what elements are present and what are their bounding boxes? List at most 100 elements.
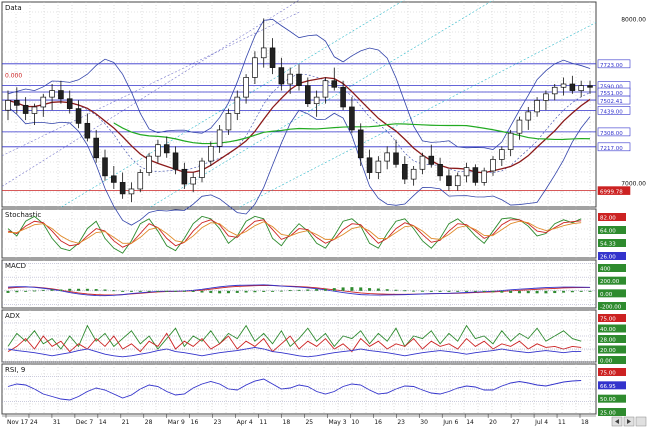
panel-title-text: ADX [5, 312, 20, 320]
histogram-bar [279, 290, 283, 292]
indicator-label-text: 75.00 [600, 317, 616, 323]
price-level-label: 7217.00 [597, 142, 631, 152]
candle [146, 152, 152, 176]
histogram-bar [68, 288, 72, 291]
candle-body [58, 90, 64, 100]
histogram-bar [174, 290, 178, 292]
candle [507, 129, 514, 157]
histogram-bar [218, 290, 222, 294]
x-tick-label: 31 [53, 419, 61, 426]
price-level-label-text: 7551.00 [600, 91, 623, 97]
histogram-bar [182, 290, 186, 292]
histogram-bar [315, 289, 319, 291]
price-level-label-text: 7590.00 [600, 85, 623, 91]
price-level-label-text: 7439.00 [600, 109, 623, 115]
candle-body [366, 157, 373, 173]
histogram-bar [165, 290, 169, 292]
candle-body [22, 104, 29, 114]
histogram-bar [297, 289, 301, 291]
candle-body [31, 106, 38, 114]
histogram-bar [323, 288, 327, 291]
arrow-left-icon [615, 419, 619, 424]
candle [393, 139, 399, 168]
candle-body [393, 152, 399, 165]
histogram-bar [262, 290, 266, 292]
candle-body [225, 113, 232, 131]
stochastic-axis-labels: 82.00 64.00 54.33 26.00 [598, 213, 626, 261]
candle [490, 156, 496, 176]
candle [49, 84, 55, 111]
indicator-label-box [598, 381, 626, 390]
indicator-label-text: 400 [600, 267, 611, 273]
candle-body [560, 83, 567, 88]
histogram-bar [94, 289, 98, 291]
histogram-bar [85, 288, 89, 291]
candle-body [454, 175, 461, 187]
indicator-label-box [598, 276, 626, 285]
candle-body [534, 100, 540, 113]
panel-title-bg [3, 261, 29, 270]
candle-body [269, 47, 276, 68]
histogram-bar [535, 290, 539, 294]
candle [375, 156, 382, 180]
candle-body [357, 129, 364, 159]
adx-line [7, 332, 582, 353]
candle [31, 103, 38, 125]
histogram-bar [209, 290, 213, 293]
candle [384, 146, 390, 170]
price-level-label: 6999.78 [597, 186, 631, 196]
candle [269, 38, 276, 75]
candle [340, 80, 346, 111]
candle-body [14, 100, 20, 106]
indicator-label-text: -200.00 [600, 305, 622, 311]
adx-axis-labels: 75.00 40.00 28.00 20.00 0.00 [598, 314, 626, 365]
candle-body [499, 149, 505, 160]
candle-body [66, 98, 73, 109]
candle [75, 100, 82, 129]
histogram-bar [526, 290, 530, 294]
candle [428, 144, 435, 168]
panel-title-adx: ADX [3, 311, 24, 320]
candle-body [525, 111, 532, 121]
candle [84, 113, 91, 142]
x-tick-label: 11 [260, 419, 268, 426]
candle-body [578, 85, 584, 91]
indicator-label-text: 82.00 [600, 216, 616, 222]
candle [22, 97, 29, 121]
candle-body [428, 155, 435, 165]
histogram-bar [24, 290, 28, 292]
candle [516, 116, 523, 140]
panel-title-price: Data [3, 3, 29, 12]
histogram-bar [570, 290, 574, 293]
price-level-label: 7551.00 [597, 87, 631, 97]
histogram-bar [235, 290, 239, 293]
bollinger-upper [7, 18, 591, 150]
histogram-bar [359, 287, 363, 291]
candle [437, 157, 443, 181]
price-level-label-text: 6999.78 [600, 190, 623, 196]
price-axis-tick: 8000.00 [621, 16, 646, 23]
histogram-bar [394, 289, 398, 291]
candle [5, 90, 11, 121]
histogram-bar [465, 290, 469, 292]
candle-body [119, 182, 126, 195]
candle-body [305, 85, 311, 105]
indicator-label-box [598, 324, 626, 333]
histogram-bar [191, 290, 195, 292]
scroll-controls[interactable] [611, 416, 647, 427]
candle-body [419, 155, 426, 170]
candle-body [111, 175, 117, 183]
zoom-button[interactable] [635, 416, 647, 427]
candle-body [49, 90, 55, 98]
adx-line [7, 346, 582, 358]
x-tick-label: 24 [30, 419, 38, 426]
panel-title-stochastic: Stochastic [3, 210, 59, 219]
histogram-bar [41, 289, 45, 291]
indicator-label-text: 25.00 [600, 411, 616, 417]
candle [119, 172, 126, 199]
candle-body [463, 167, 470, 177]
histogram-bar [103, 289, 107, 291]
candle-body [243, 77, 249, 98]
x-tick-label: 20 [489, 419, 497, 426]
price-level-label: 7502.41 [597, 95, 631, 105]
